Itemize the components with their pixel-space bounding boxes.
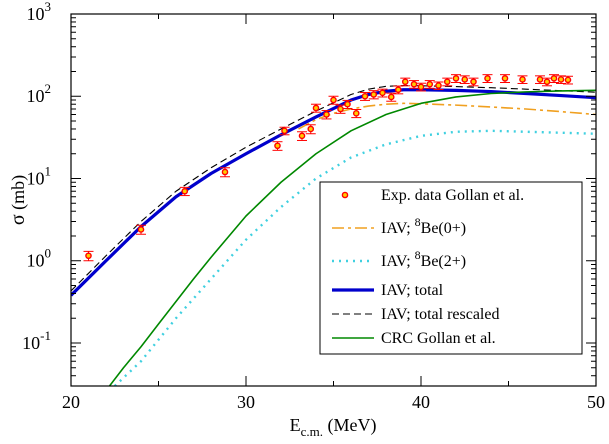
data-point [279,126,290,136]
series-line-2 [113,129,596,386]
data-point [556,75,566,84]
data-point [416,82,426,92]
data-point [220,167,230,178]
legend-label-4: IAV; total rescaled [381,306,499,323]
legend-label-2: IAV; 8Be(2+) [381,248,466,270]
x-tick-label: 40 [412,392,430,412]
data-point [517,75,528,84]
x-axis-label: Ec.m. (MeV) [290,415,377,439]
legend-box [319,181,583,355]
x-axis-label-unit: (MeV) [323,415,376,436]
data-point [409,80,419,89]
y-axis-label-unit: (mb) [8,175,29,215]
axis-ticks [70,13,597,387]
data-point [549,74,559,83]
data-point [360,92,370,101]
series-line-4 [71,84,596,292]
y-axis-label-symbol: σ [7,214,29,225]
x-axis-label-main: E [290,415,301,435]
y-tick-label: 103 [27,0,52,24]
x-tick-label: 20 [62,392,80,412]
data-point [433,81,444,90]
data-point [424,80,435,89]
legend-label-5: CRC Gollan et al. [381,330,496,347]
data-point [342,99,353,109]
axis-tick-labels: 20 30 40 50 10-1 100 101 102 103 [22,0,605,412]
data-point [442,77,453,87]
data-point [500,74,510,83]
y-tick-label: 10-1 [22,328,51,353]
data-point [563,75,573,85]
data-point [136,224,146,235]
data-point [451,74,461,83]
x-tick-label: 50 [587,392,605,412]
legend: Exp. data Gollan et al. IAV; 8Be(0+) IAV; … [319,181,583,355]
plot-area [71,74,596,386]
data-point [311,103,321,113]
data-point [351,109,362,119]
legend-item-4: IAV; total rescaled [332,306,499,323]
data-point [368,90,379,100]
data-point [482,74,493,83]
x-tick-label: 30 [237,392,255,412]
data-point [335,104,346,114]
y-tick-label: 102 [27,81,52,106]
data-point [400,77,411,87]
series-line-1 [298,102,596,130]
legend-label-exp-data: Exp. data Gollan et al. [381,187,524,204]
series-line-5 [108,89,596,386]
data-point [83,250,94,262]
legend-label-1: IAV; 8Be(0+) [381,215,466,237]
y-axis-label: σ (mb) [7,175,29,225]
legend-item-5: CRC Gollan et al. [332,330,496,347]
data-point [386,92,397,102]
data-point [179,186,190,197]
legend-item-1: IAV; 8Be(0+) [332,215,466,237]
legend-item-2: IAV; 8Be(2+) [332,248,466,270]
data-point [328,95,339,105]
y-tick-label: 101 [27,163,52,188]
data-point [297,131,307,141]
legend-label-3: IAV; total [381,282,444,299]
legend-item-exp-data: Exp. data Gollan et al. [341,187,524,204]
data-point [535,75,545,84]
data-point [377,88,388,98]
series-line-3 [71,88,596,297]
data-point [468,77,479,87]
data-point [321,110,332,120]
legend-symbol-exp-data [341,191,349,199]
data-point [393,85,404,95]
data-point [459,75,470,84]
data-point [305,124,316,135]
y-tick-label: 100 [27,246,52,271]
x-axis-label-sub: c.m. [301,424,323,439]
legend-item-3: IAV; total [332,282,444,299]
data-point [542,77,552,87]
data-point [272,141,283,151]
